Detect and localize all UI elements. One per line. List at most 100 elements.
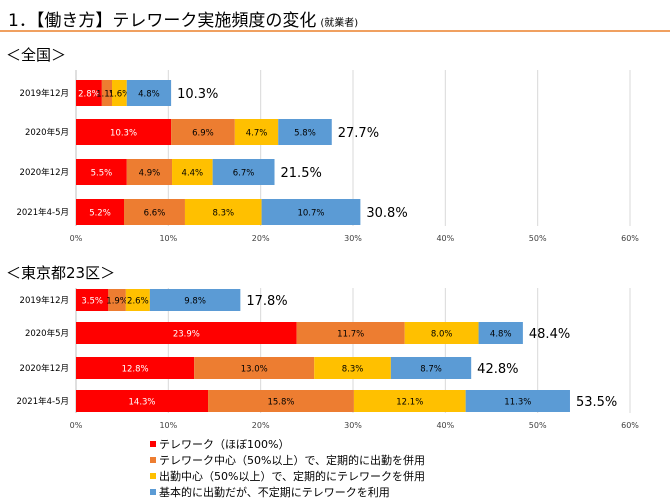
data-label: 1.6% xyxy=(109,90,131,100)
bar-segment xyxy=(76,159,127,185)
legend: テレワーク（ほぼ100%） テレワーク中心（50%以上）で、定期的に出勤を併用 … xyxy=(150,436,425,500)
chart-2-title: ＜東京都23区＞ xyxy=(6,264,116,282)
bar-segment xyxy=(101,80,113,106)
x-tick-label: 0% xyxy=(70,421,83,430)
data-label: 2.8% xyxy=(78,90,100,100)
bar-segment xyxy=(353,390,466,412)
bar-segment xyxy=(208,390,354,412)
bar-segment xyxy=(124,199,185,225)
x-tick-label: 50% xyxy=(529,421,547,430)
legend-swatch-telework-main xyxy=(150,457,156,463)
legend-swatch-occasional xyxy=(150,489,156,495)
category-label: 2020年12月 xyxy=(20,363,69,374)
bar-segment xyxy=(108,289,126,311)
data-label: 5.8% xyxy=(294,129,316,139)
total-label: 48.4% xyxy=(529,327,570,342)
bar-segment xyxy=(76,80,102,106)
data-label: 8.3% xyxy=(342,365,364,375)
chart-1-title: ＜全国＞ xyxy=(6,46,67,64)
bar-segment xyxy=(76,119,172,145)
legend-item-telework-main: テレワーク中心（50%以上）で、定期的に出勤を併用 xyxy=(150,452,425,468)
bar-segment xyxy=(76,390,209,412)
category-label: 2021年4-5月 xyxy=(16,207,69,218)
bar-segment xyxy=(76,322,297,344)
x-tick-label: 10% xyxy=(159,234,177,243)
legend-item-office-main: 出勤中心（50%以上）で、定期的にテレワークを併用 xyxy=(150,468,425,484)
data-label: 4.8% xyxy=(138,90,160,100)
total-label: 30.8% xyxy=(366,206,407,221)
category-label: 2019年12月 xyxy=(20,295,69,306)
data-label: 12.8% xyxy=(122,365,149,375)
total-label: 27.7% xyxy=(338,126,379,141)
category-label: 2020年12月 xyxy=(20,167,69,178)
category-label: 2020年5月 xyxy=(25,328,69,339)
data-label: 23.9% xyxy=(173,330,200,340)
data-label: 15.8% xyxy=(267,398,294,408)
bar-segment xyxy=(234,119,279,145)
bar-segment xyxy=(126,80,172,106)
total-label: 42.8% xyxy=(477,362,518,377)
x-tick-label: 10% xyxy=(159,421,177,430)
data-label: 6.9% xyxy=(192,129,214,139)
data-label: 12.1% xyxy=(396,398,423,408)
bar-segment xyxy=(278,119,332,145)
bar-segment xyxy=(465,390,570,412)
x-tick-label: 20% xyxy=(252,234,270,243)
bar-segment xyxy=(76,289,109,311)
data-label: 4.9% xyxy=(139,169,161,179)
category-label: 2019年12月 xyxy=(20,88,69,99)
title-underline xyxy=(0,30,670,32)
bar-segment xyxy=(125,289,150,311)
category-label: 2021年4-5月 xyxy=(16,396,69,407)
chart-national: 0% 10% 20% 30% 40% 50% 60% 2019年12月 2.8%1.1%1.6%… xyxy=(16,70,639,243)
legend-swatch-full-telework xyxy=(150,441,156,447)
page-title: 1．【働き方】テレワーク実施頻度の変化 (就業者) xyxy=(8,6,358,31)
data-label: 8.0% xyxy=(431,330,453,340)
bar-segment xyxy=(261,199,361,225)
x-tick-label: 0% xyxy=(70,234,83,243)
legend-label-occasional: 基本的に出勤だが、不定期にテレワークを利用 xyxy=(159,486,390,499)
bar-segment xyxy=(212,159,275,185)
data-label: 5.2% xyxy=(89,209,111,219)
bar-segment xyxy=(314,357,391,379)
data-label: 8.3% xyxy=(212,209,234,219)
x-tick-label: 20% xyxy=(252,421,270,430)
bar-segment xyxy=(296,322,405,344)
bar-segment xyxy=(172,159,213,185)
x-tick-label: 60% xyxy=(621,421,639,430)
data-label: 11.7% xyxy=(337,330,364,340)
legend-label-full-telework: テレワーク（ほぼ100%） xyxy=(159,438,290,451)
total-label: 21.5% xyxy=(281,166,322,181)
total-label: 10.3% xyxy=(177,87,218,102)
total-label: 17.8% xyxy=(246,294,287,309)
data-label: 8.7% xyxy=(420,365,442,375)
bar-segment xyxy=(390,357,472,379)
total-label: 53.5% xyxy=(576,395,617,410)
bar-segment xyxy=(76,199,125,225)
data-label: 10.3% xyxy=(110,129,137,139)
bar-segment xyxy=(171,119,235,145)
x-tick-label: 30% xyxy=(344,421,362,430)
x-tick-label: 60% xyxy=(621,234,639,243)
data-label: 2.6% xyxy=(127,297,149,307)
chart-tokyo-23-wards: 0% 10% 20% 30% 40% 50% 60% 2019年12月 3.5% 1.9% 2.6%… xyxy=(16,288,639,430)
data-label: 11.3% xyxy=(504,398,531,408)
data-label: 3.5% xyxy=(81,297,103,307)
bar-segment xyxy=(478,322,523,344)
legend-item-occasional: 基本的に出勤だが、不定期にテレワークを利用 xyxy=(150,484,425,500)
bar-segment xyxy=(184,199,262,225)
data-label: 4.8% xyxy=(490,330,512,340)
x-tick-label: 30% xyxy=(344,234,362,243)
data-label: 5.5% xyxy=(91,169,113,179)
data-label: 14.3% xyxy=(129,398,156,408)
data-label: 9.8% xyxy=(184,297,206,307)
page-subtitle: (就業者) xyxy=(320,18,359,29)
data-label: 10.7% xyxy=(297,209,324,219)
bar-segment xyxy=(126,159,173,185)
bar-segment xyxy=(76,357,195,379)
data-label: 13.0% xyxy=(241,365,268,375)
page-title-text: 1．【働き方】テレワーク実施頻度の変化 xyxy=(8,11,317,31)
legend-label-telework-main: テレワーク中心（50%以上）で、定期的に出勤を併用 xyxy=(159,454,426,467)
x-tick-label: 40% xyxy=(436,421,454,430)
data-label: 1.1% xyxy=(96,90,118,100)
